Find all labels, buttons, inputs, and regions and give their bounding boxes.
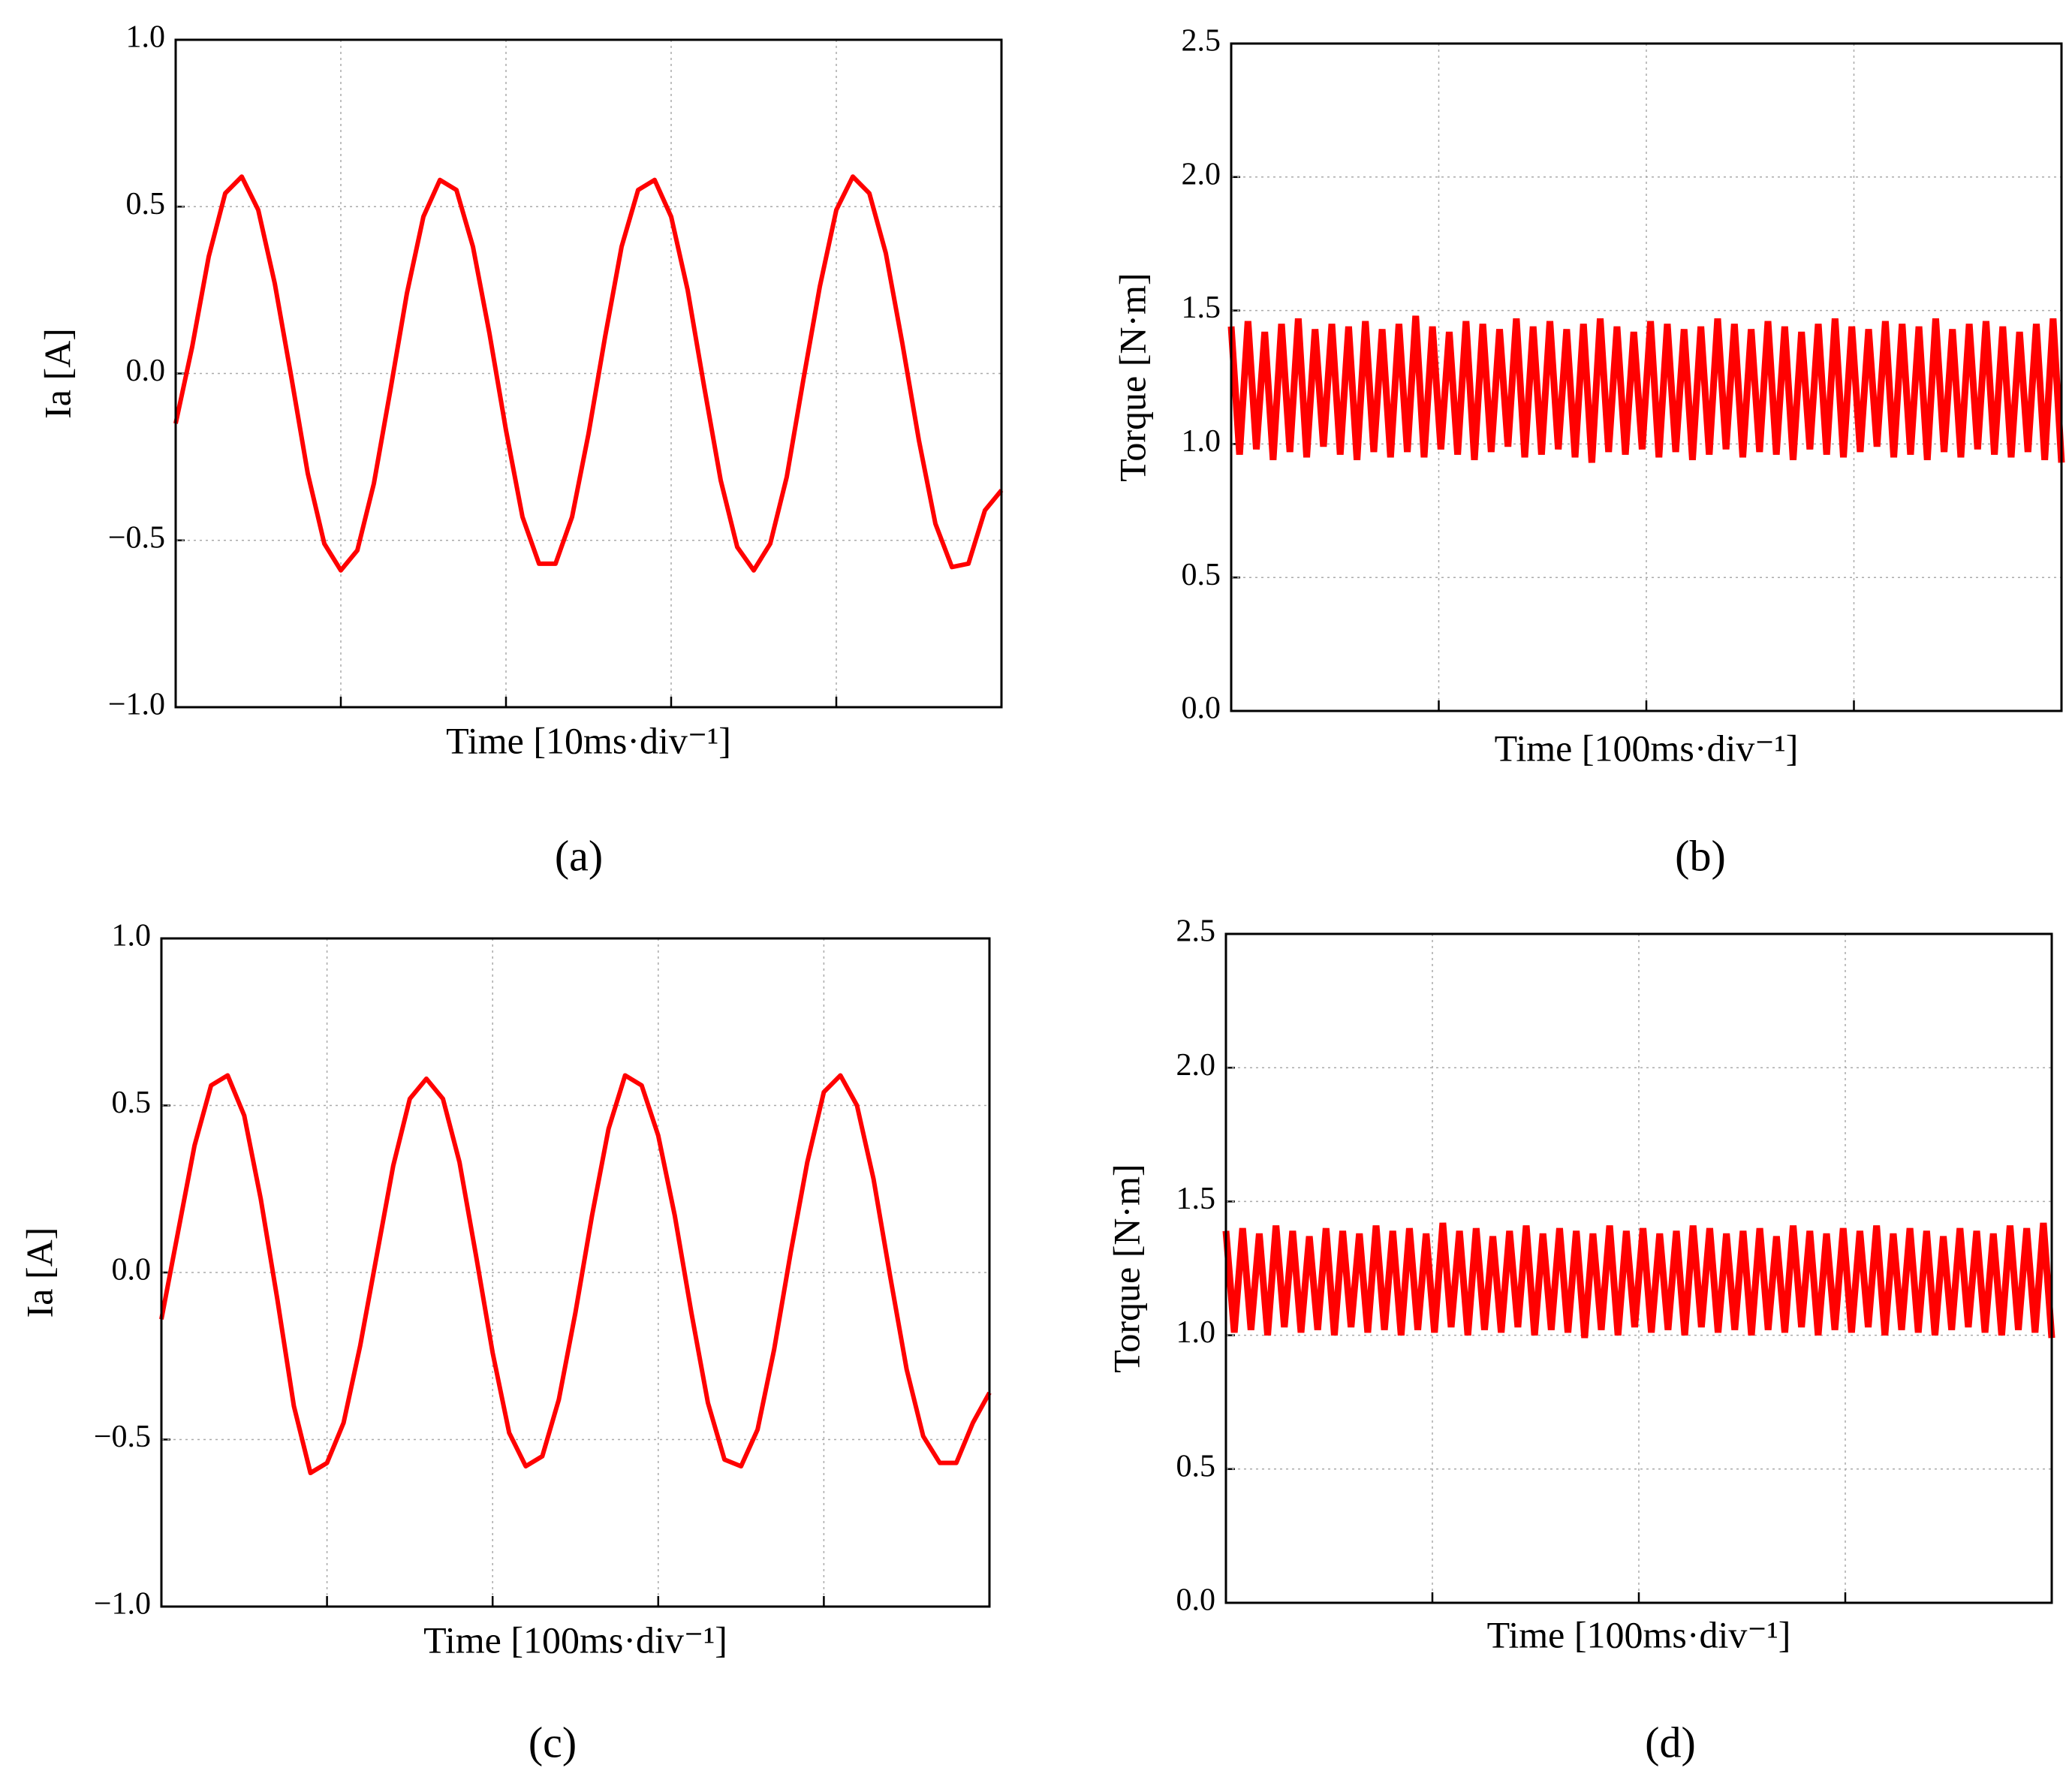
x-axis-label: Time [100ms·div⁻¹] — [1487, 1613, 1791, 1655]
y-tick-label: 1.0 — [1176, 1315, 1216, 1350]
x-axis-label: Time [10ms·div⁻¹] — [446, 719, 731, 761]
y-tick-label: 2.5 — [1176, 914, 1216, 949]
y-tick-label: 0.5 — [126, 187, 166, 221]
y-tick-label: 1.5 — [1182, 291, 1221, 325]
y-tick-label: −0.5 — [108, 520, 165, 555]
y-axis-label: Ia [A] — [18, 1227, 60, 1318]
y-tick-label: 2.5 — [1182, 24, 1221, 59]
line — [173, 174, 1004, 573]
band — [1222, 1222, 2055, 1339]
y-tick-label: −1.0 — [108, 688, 165, 722]
y-tick-label: 1.5 — [1176, 1182, 1216, 1216]
plot-frame — [1230, 42, 2063, 712]
caption: (b) — [1675, 831, 1726, 880]
band — [1227, 315, 2065, 463]
caption: (d) — [1645, 1718, 1696, 1766]
y-tick-label: 0.0 — [112, 1253, 152, 1288]
y-axis-label: Torque [N·m] — [1105, 1164, 1147, 1372]
y-tick-label: 2.0 — [1176, 1048, 1216, 1083]
y-tick-label: 0.0 — [1176, 1583, 1216, 1618]
y-tick-label: 0.5 — [1176, 1449, 1216, 1483]
x-axis-label: Time [100ms·div⁻¹] — [423, 1619, 727, 1661]
y-tick-label: −0.5 — [94, 1420, 151, 1454]
plot-frame — [174, 38, 1003, 709]
y-tick-label: 1.0 — [112, 919, 152, 953]
caption: (c) — [529, 1718, 577, 1766]
y-tick-label: 0.5 — [1182, 558, 1221, 592]
y-axis-label: Ia [A] — [36, 328, 78, 419]
plot-frame — [160, 937, 991, 1608]
y-tick-label: 1.0 — [126, 20, 166, 55]
x-axis-label: Time [100ms·div⁻¹] — [1495, 727, 1799, 769]
y-tick-label: −1.0 — [94, 1587, 151, 1622]
plot-frame — [1224, 932, 2053, 1604]
y-axis-label: Torque [N·m] — [1111, 273, 1153, 481]
y-tick-label: 0.0 — [1182, 691, 1221, 726]
y-tick-label: 1.0 — [1182, 424, 1221, 459]
line — [159, 1073, 992, 1475]
y-tick-label: 2.0 — [1182, 157, 1221, 191]
y-tick-label: 0.0 — [126, 354, 166, 388]
caption: (a) — [555, 831, 603, 880]
y-tick-label: 0.5 — [112, 1086, 152, 1120]
